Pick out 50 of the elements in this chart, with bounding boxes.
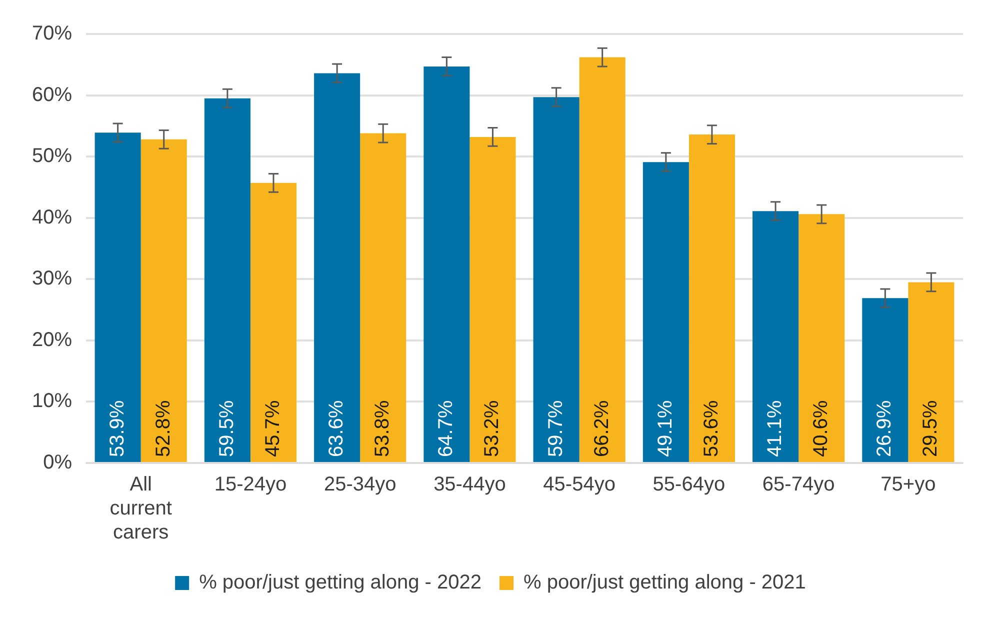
data-label: 52.8% (152, 400, 174, 457)
bar (862, 298, 908, 462)
bar (752, 211, 799, 462)
bar (94, 132, 141, 462)
data-label: 64.7% (435, 400, 458, 457)
bar (908, 282, 954, 462)
x-tick-label: 25-34yo (324, 474, 396, 496)
x-tick-label: 45-54yo (543, 474, 616, 496)
x-tick-label: 75+yo (880, 474, 936, 496)
bar (798, 214, 845, 462)
data-label: 59.5% (216, 400, 238, 457)
x-tick-label: 55-64yo (652, 474, 726, 496)
y-tick-label: 0% (43, 452, 72, 474)
data-label: 53.6% (700, 400, 722, 457)
legend-label: % poor/just getting along - 2021 (524, 572, 806, 594)
data-label: 63.6% (326, 400, 348, 457)
y-tick-label: 10% (32, 390, 72, 412)
data-label: 53.2% (481, 400, 504, 457)
y-tick-label: 20% (32, 328, 72, 351)
x-tick-label: All current carers (110, 474, 172, 544)
bar (424, 66, 470, 462)
data-label: 53.9% (106, 400, 128, 457)
data-label: 66.2% (590, 400, 613, 457)
data-label: 26.9% (874, 400, 896, 457)
data-label: 59.7% (544, 400, 567, 457)
bar (642, 162, 689, 462)
y-tick-label: 60% (32, 84, 72, 106)
y-tick-label: 40% (32, 206, 72, 228)
x-tick-label: 35-44yo (434, 474, 506, 496)
bar (204, 98, 250, 462)
data-label: 49.1% (654, 400, 676, 457)
x-tick-label: 65-74yo (762, 474, 835, 496)
data-label: 40.6% (810, 400, 832, 457)
y-tick-label: 70% (32, 22, 72, 45)
bar (360, 133, 406, 462)
y-tick-label: 30% (32, 268, 72, 290)
bar (314, 73, 360, 462)
data-label: 45.7% (262, 400, 284, 457)
data-label: 53.8% (372, 400, 394, 457)
bar (250, 182, 297, 462)
y-tick-label: 50% (32, 145, 72, 168)
x-tick-label: 15-24yo (214, 474, 287, 496)
legend-label: % poor/just getting along - 2022 (199, 572, 482, 594)
bar (579, 57, 626, 462)
data-label: 29.5% (920, 400, 942, 457)
bar (688, 134, 735, 462)
bar (533, 97, 580, 462)
data-label: 41.1% (764, 400, 786, 457)
bar (470, 136, 516, 462)
bar (140, 139, 187, 462)
